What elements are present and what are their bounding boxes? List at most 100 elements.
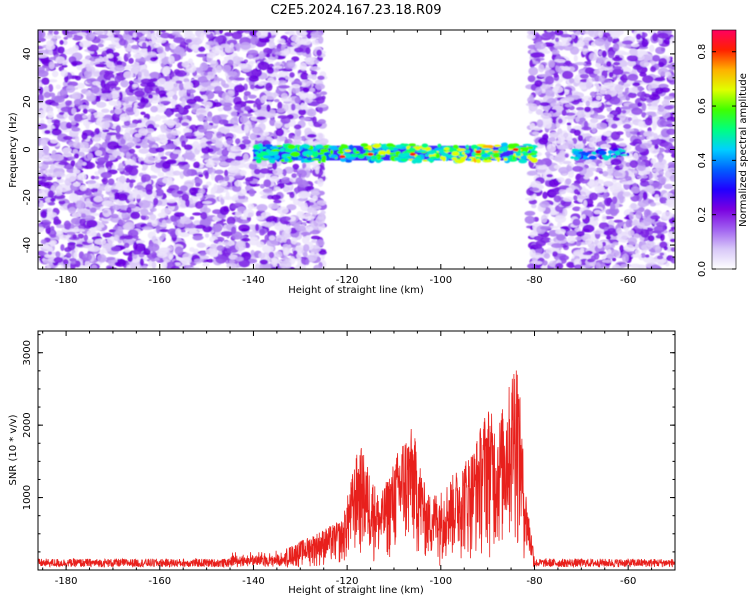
noise-blob	[151, 235, 157, 243]
noise-blob	[160, 100, 171, 105]
noise-blob	[100, 87, 109, 93]
noise-blob	[312, 195, 318, 202]
noise-blob	[561, 70, 574, 80]
noise-blob	[549, 155, 554, 160]
noise-blob	[250, 36, 259, 45]
noise-blob	[258, 50, 265, 60]
noise-blob	[85, 122, 90, 130]
noise-blob	[609, 30, 619, 37]
noise-blob	[309, 87, 316, 92]
noise-blob	[243, 209, 255, 218]
noise-blob	[76, 32, 88, 36]
noise-blob	[315, 239, 325, 247]
noise-blob	[313, 264, 322, 269]
noise-blob	[233, 84, 245, 93]
noise-blob	[611, 264, 621, 269]
noise-blob	[58, 161, 69, 166]
noise-blob	[184, 132, 195, 137]
noise-blob	[203, 101, 213, 108]
noise-blob	[643, 217, 652, 222]
noise-blob	[534, 79, 543, 87]
noise-blob	[256, 104, 262, 111]
noise-blob	[43, 91, 51, 98]
noise-blob	[222, 64, 232, 73]
noise-blob	[293, 47, 304, 53]
noise-blob	[205, 71, 216, 80]
noise-blob	[552, 251, 558, 257]
noise-blob	[315, 96, 325, 104]
noise-blob	[576, 110, 585, 119]
noise-blob	[575, 30, 581, 36]
noise-blob	[114, 107, 122, 115]
noise-blob	[291, 173, 297, 179]
noise-blob	[532, 131, 540, 136]
noise-blob	[77, 172, 87, 181]
noise-blob	[574, 74, 581, 84]
noise-blob	[656, 255, 664, 260]
noise-blob	[71, 34, 83, 41]
noise-blob	[658, 105, 665, 113]
noise-blob	[50, 138, 59, 144]
noise-blob	[175, 80, 183, 84]
noise-blob	[274, 120, 283, 129]
noise-blob	[280, 216, 292, 222]
signal-blob	[493, 144, 501, 148]
noise-blob	[299, 117, 312, 121]
noise-blob	[546, 174, 553, 178]
noise-blob	[92, 81, 101, 86]
noise-blob	[644, 117, 653, 126]
noise-blob	[48, 201, 56, 206]
noise-blob	[626, 180, 635, 185]
noise-blob	[275, 251, 283, 258]
noise-blob	[41, 244, 51, 250]
noise-blob	[199, 62, 209, 71]
noise-blob	[139, 258, 144, 266]
noise-blob	[307, 74, 315, 79]
noise-blob	[243, 91, 251, 97]
noise-blob	[553, 195, 562, 203]
noise-blob	[222, 241, 232, 246]
noise-blob	[259, 259, 268, 265]
noise-blob	[543, 120, 552, 129]
noise-blob	[555, 262, 564, 269]
noise-blob	[161, 261, 168, 269]
noise-blob	[73, 98, 83, 106]
noise-blob	[629, 159, 639, 169]
signal-blob	[353, 147, 357, 154]
noise-blob	[548, 137, 556, 142]
noise-blob	[538, 64, 545, 73]
noise-blob	[619, 245, 624, 253]
noise-blob	[670, 256, 675, 264]
noise-blob	[55, 192, 62, 196]
noise-blob	[102, 232, 113, 238]
noise-blob	[216, 245, 225, 252]
noise-blob	[649, 44, 655, 53]
noise-blob	[49, 56, 57, 61]
noise-blob	[595, 122, 608, 130]
noise-blob	[63, 36, 68, 40]
noise-blob	[533, 51, 544, 58]
noise-blob	[611, 257, 617, 262]
signal-blob	[425, 154, 430, 157]
noise-blob	[219, 161, 230, 167]
noise-blob	[61, 64, 68, 68]
noise-blob	[72, 91, 82, 101]
noise-blob	[291, 56, 300, 62]
noise-blob	[299, 62, 307, 71]
noise-blob	[128, 148, 136, 154]
noise-blob	[165, 109, 172, 118]
noise-blob	[64, 75, 69, 83]
noise-blob	[594, 38, 605, 47]
noise-blob	[281, 43, 287, 48]
noise-blob	[557, 118, 563, 124]
noise-blob	[529, 187, 540, 192]
noise-blob	[527, 170, 538, 176]
signal-blob	[279, 148, 285, 152]
noise-blob	[120, 79, 129, 88]
noise-blob	[146, 51, 157, 56]
noise-blob	[658, 176, 667, 184]
noise-blob	[230, 205, 239, 209]
noise-blob	[572, 218, 581, 226]
noise-blob	[173, 138, 181, 147]
